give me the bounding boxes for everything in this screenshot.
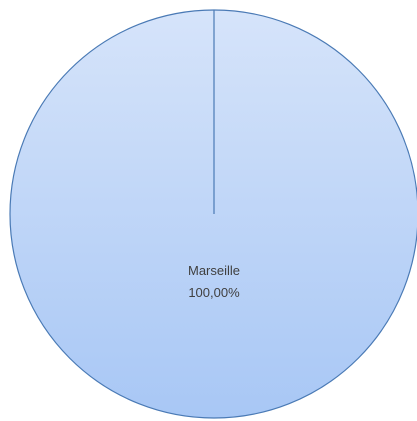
pie-labels: Marseille 100,00% <box>188 263 240 300</box>
slice-label-percent: 100,00% <box>188 285 240 300</box>
pie-slices <box>9 9 417 419</box>
slice-label-category: Marseille <box>188 263 240 278</box>
